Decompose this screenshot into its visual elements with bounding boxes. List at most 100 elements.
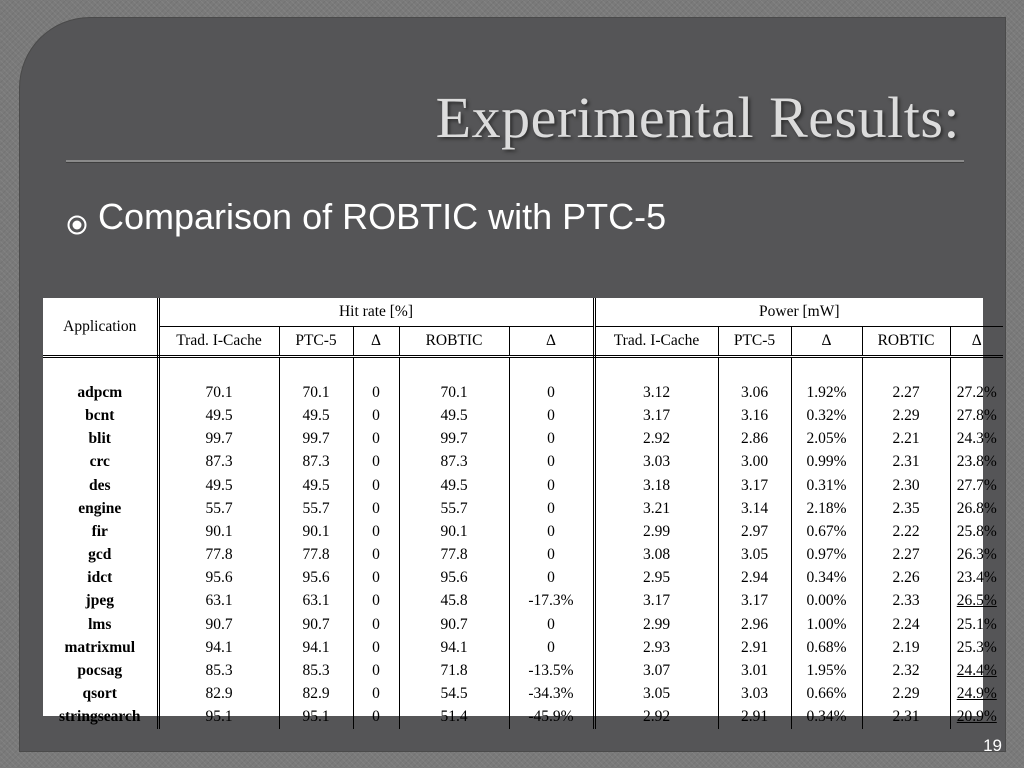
table-cell: 2.35 xyxy=(862,497,951,521)
table-cell: 3.17 xyxy=(594,589,719,614)
table-cell: 90.1 xyxy=(158,520,280,544)
table-cell: 0 xyxy=(509,450,596,474)
table-cell: 55.7 xyxy=(279,497,354,521)
column-header: Δ xyxy=(950,326,1004,358)
table-cell: 24.9% xyxy=(956,685,997,703)
table-cell: 0.99% xyxy=(791,450,863,474)
table-cell: 2.26 xyxy=(862,566,951,590)
table-cell: 27.8% xyxy=(956,406,997,424)
table-row: crc 87.3 87.3 0 87.3 0 3.03 3.00 0.99% 2.31 23.8% xyxy=(43,450,1003,474)
table-cell: 0 xyxy=(509,473,596,498)
application-name-cell: adpcm xyxy=(43,381,160,405)
table-cell: 90.7 xyxy=(279,613,354,637)
table-cell: 0 xyxy=(509,543,596,567)
table-cell: 2.93 xyxy=(594,636,719,660)
table-cell: 87.3 xyxy=(279,450,354,474)
application-name-cell: blit xyxy=(43,427,160,451)
table-cell: 82.9 xyxy=(158,682,280,706)
table-cell: 0 xyxy=(353,613,400,637)
application-name-cell: stringsearch xyxy=(43,705,160,729)
table-cell: 45.8 xyxy=(399,589,510,614)
table-cell: 49.5 xyxy=(158,473,280,498)
table-cell: 90.7 xyxy=(399,613,510,637)
table-cell: 49.5 xyxy=(279,473,354,498)
table-cell: -45.9% xyxy=(509,705,596,729)
application-name-cell: fir xyxy=(43,520,160,544)
table-cell: 3.21 xyxy=(594,497,719,521)
application-name-cell: des xyxy=(43,473,160,498)
table-cell: 3.07 xyxy=(594,659,719,683)
results-table-container: Application Hit rate [%] Power [mW] Trad… xyxy=(43,298,1004,729)
table-cell: 77.8 xyxy=(279,543,354,567)
table-cell: 51.4 xyxy=(399,705,510,729)
table-cell: 3.17 xyxy=(718,589,792,614)
table-row: des 49.5 49.5 0 49.5 0 3.18 3.17 0.31% 2.30 27.7% xyxy=(43,473,1003,498)
table-cell: 0 xyxy=(353,427,400,451)
table-cell: 0.97% xyxy=(791,543,863,567)
table-cell: 0.00% xyxy=(791,589,863,614)
table-cell: 87.3 xyxy=(158,450,280,474)
column-header: Trad. I-Cache xyxy=(158,326,280,358)
table-cell: 2.05% xyxy=(791,427,863,451)
table-cell: 70.1 xyxy=(399,381,510,405)
table-cell: 77.8 xyxy=(399,543,510,567)
table-cell: 3.17 xyxy=(594,404,719,428)
application-name-cell: qsort xyxy=(43,682,160,706)
table-cell: 63.1 xyxy=(158,589,280,614)
table-cell: 3.01 xyxy=(718,659,792,683)
table-cell: 2.96 xyxy=(718,613,792,637)
table-cell: 2.99 xyxy=(594,613,719,637)
table-cell: 82.9 xyxy=(279,682,354,706)
page-number: 19 xyxy=(983,736,1002,755)
column-header: PTC-5 xyxy=(718,326,792,358)
table-row: stringsearch 95.1 95.1 0 51.4 -45.9% 2.92 2.91 0… xyxy=(43,705,1003,729)
application-name-cell: jpeg xyxy=(43,589,160,614)
table-cell: 94.1 xyxy=(399,636,510,660)
table-cell: 0.34% xyxy=(791,566,863,590)
table-cell: 2.31 xyxy=(862,450,951,474)
column-header: ROBTIC xyxy=(862,326,951,358)
table-cell: 2.32 xyxy=(862,659,951,683)
table-cell: 94.1 xyxy=(158,636,280,660)
table-cell: 95.6 xyxy=(158,566,280,590)
table-cell: 2.91 xyxy=(718,705,792,729)
title-divider xyxy=(66,160,964,162)
table-cell: 0.34% xyxy=(791,705,863,729)
table-cell: 0 xyxy=(353,659,400,683)
table-row: idct 95.6 95.6 0 95.6 0 2.95 2.94 0.34% 2.26 23.4% xyxy=(43,566,1003,590)
table-cell: 0 xyxy=(509,381,596,405)
table-cell: -17.3% xyxy=(509,589,596,614)
application-name-cell: gcd xyxy=(43,543,160,567)
table-row: gcd 77.8 77.8 0 77.8 0 3.08 3.05 0.97% 2.27 26.3% xyxy=(43,543,1003,567)
table-cell: 2.30 xyxy=(862,473,951,498)
table-cell: 1.95% xyxy=(791,659,863,683)
table-cell: 85.3 xyxy=(279,659,354,683)
table-cell: 0 xyxy=(353,705,400,729)
group-header-power: Power [mW] xyxy=(594,298,1004,327)
bullet-point: Comparison of ROBTIC with PTC-5 xyxy=(64,196,666,238)
table-cell: 2.99 xyxy=(594,520,719,544)
table-cell: 95.6 xyxy=(399,566,510,590)
application-name-cell: matrixmul xyxy=(43,636,160,660)
table-row: blit 99.7 99.7 0 99.7 0 2.92 2.86 2.05% 2.21 24.3% xyxy=(43,427,1003,451)
table-cell: 49.5 xyxy=(399,473,510,498)
table-cell: 2.29 xyxy=(862,404,951,428)
results-table: Application Hit rate [%] Power [mW] Trad… xyxy=(43,298,1004,729)
table-cell: 0.31% xyxy=(791,473,863,498)
table-cell: 2.27 xyxy=(862,543,951,567)
table-cell: 0 xyxy=(353,473,400,498)
table-cell: 2.97 xyxy=(718,520,792,544)
column-header-application: Application xyxy=(43,298,160,358)
table-cell: 90.7 xyxy=(158,613,280,637)
table-cell: 2.29 xyxy=(862,682,951,706)
table-cell: 27.2% xyxy=(956,383,997,401)
table-cell: 63.1 xyxy=(279,589,354,614)
table-cell: 0 xyxy=(353,589,400,614)
table-cell: 2.21 xyxy=(862,427,951,451)
table-cell: 1.92% xyxy=(791,381,863,405)
table-cell: 0 xyxy=(353,543,400,567)
table-cell: 90.1 xyxy=(399,520,510,544)
table-cell: 2.31 xyxy=(862,705,951,729)
table-cell: 85.3 xyxy=(158,659,280,683)
table-cell: 3.05 xyxy=(594,682,719,706)
